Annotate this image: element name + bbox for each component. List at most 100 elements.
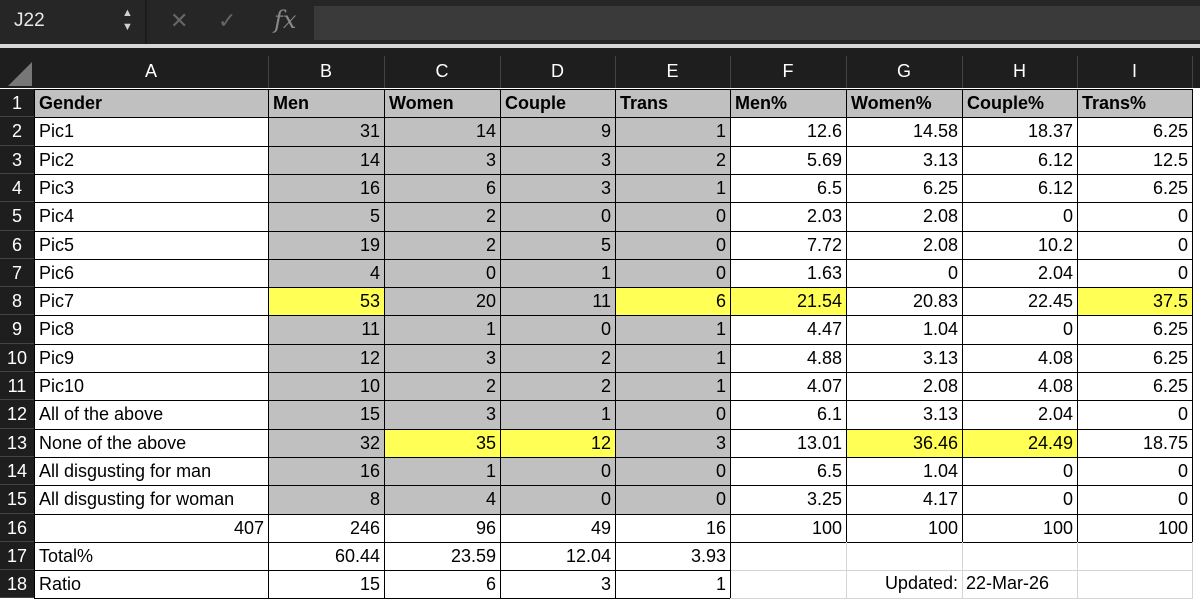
cell-A18[interactable]: Ratio [34,570,269,599]
cell-F17[interactable] [730,542,847,571]
confirm-check-icon[interactable]: ✓ [218,8,237,33]
cell-D1[interactable]: Couple [500,89,616,118]
cell-A5[interactable]: Pic4 [34,202,269,232]
cell-H14[interactable]: 0 [962,457,1078,486]
cell-B4[interactable]: 16 [268,174,385,203]
cell-G11[interactable]: 2.08 [846,372,963,401]
cell-D5[interactable]: 0 [500,202,616,232]
cell-I9[interactable]: 6.25 [1077,315,1193,345]
row-header-8[interactable]: 8 [0,287,34,315]
cell-G10[interactable]: 3.13 [846,344,963,373]
cell-F8[interactable]: 21.54 [730,287,847,316]
cell-I4[interactable]: 6.25 [1077,174,1193,203]
cell-B13[interactable]: 32 [268,429,385,458]
cell-G9[interactable]: 1.04 [846,315,963,345]
row-header-1[interactable]: 1 [0,89,34,117]
cell-G5[interactable]: 2.08 [846,202,963,232]
cell-I17[interactable] [1077,542,1193,571]
cell-G8[interactable]: 20.83 [846,287,963,316]
cell-E4[interactable]: 1 [615,174,731,203]
column-header-H[interactable]: H [962,56,1078,88]
cell-C11[interactable]: 2 [384,372,501,401]
cell-E11[interactable]: 1 [615,372,731,401]
cell-E15[interactable]: 0 [615,485,731,515]
cell-G18[interactable]: Updated: [846,570,963,599]
cell-F16[interactable]: 100 [730,514,847,543]
row-header-3[interactable]: 3 [0,146,34,174]
row-header-14[interactable]: 14 [0,457,34,485]
cell-A3[interactable]: Pic2 [34,146,269,175]
cell-A14[interactable]: All disgusting for man [34,457,269,486]
cell-C5[interactable]: 2 [384,202,501,232]
cell-D18[interactable]: 3 [500,570,616,599]
row-header-2[interactable]: 2 [0,117,34,146]
row-header-13[interactable]: 13 [0,429,34,457]
cell-C1[interactable]: Women [384,89,501,118]
cell-G13[interactable]: 36.46 [846,429,963,458]
cell-A2[interactable]: Pic1 [34,117,269,147]
row-header-9[interactable]: 9 [0,315,34,344]
cell-D16[interactable]: 49 [500,514,616,543]
cell-F3[interactable]: 5.69 [730,146,847,175]
cancel-x-icon[interactable]: ✕ [170,8,189,33]
cell-E9[interactable]: 1 [615,315,731,345]
cell-B6[interactable]: 19 [268,231,385,260]
row-header-18[interactable]: 18 [0,570,34,598]
cell-H8[interactable]: 22.45 [962,287,1078,316]
cell-C10[interactable]: 3 [384,344,501,373]
cell-G16[interactable]: 100 [846,514,963,543]
cell-F10[interactable]: 4.88 [730,344,847,373]
cell-H1[interactable]: Couple% [962,89,1078,118]
cell-B8[interactable]: 53 [268,287,385,316]
cell-G14[interactable]: 1.04 [846,457,963,486]
cell-I10[interactable]: 6.25 [1077,344,1193,373]
column-header-B[interactable]: B [268,56,385,88]
cell-B17[interactable]: 60.44 [268,542,385,571]
cell-H3[interactable]: 6.12 [962,146,1078,175]
cell-D6[interactable]: 5 [500,231,616,260]
cell-F12[interactable]: 6.1 [730,400,847,430]
cell-G12[interactable]: 3.13 [846,400,963,430]
cell-B15[interactable]: 8 [268,485,385,515]
cell-G15[interactable]: 4.17 [846,485,963,515]
cell-D17[interactable]: 12.04 [500,542,616,571]
cell-E8[interactable]: 6 [615,287,731,316]
cell-G17[interactable] [846,542,963,571]
cell-E14[interactable]: 0 [615,457,731,486]
column-header-G[interactable]: G [846,56,963,88]
cell-B5[interactable]: 5 [268,202,385,232]
cell-B16[interactable]: 246 [268,514,385,543]
cell-A17[interactable]: Total% [34,542,269,571]
cell-F5[interactable]: 2.03 [730,202,847,232]
cell-C6[interactable]: 2 [384,231,501,260]
column-header-A[interactable]: A [34,56,269,88]
cell-I11[interactable]: 6.25 [1077,372,1193,401]
row-header-11[interactable]: 11 [0,372,34,400]
cell-F2[interactable]: 12.6 [730,117,847,147]
cell-A15[interactable]: All disgusting for woman [34,485,269,515]
cell-B10[interactable]: 12 [268,344,385,373]
cell-I18[interactable] [1077,570,1193,599]
row-header-5[interactable]: 5 [0,202,34,231]
cell-E2[interactable]: 1 [615,117,731,147]
cell-A12[interactable]: All of the above [34,400,269,430]
cell-D10[interactable]: 2 [500,344,616,373]
cell-D13[interactable]: 12 [500,429,616,458]
cell-I6[interactable]: 0 [1077,231,1193,260]
cell-H6[interactable]: 10.2 [962,231,1078,260]
cell-F9[interactable]: 4.47 [730,315,847,345]
cell-I3[interactable]: 12.5 [1077,146,1193,175]
cell-I12[interactable]: 0 [1077,400,1193,430]
cell-H17[interactable] [962,542,1078,571]
cell-B3[interactable]: 14 [268,146,385,175]
column-header-F[interactable]: F [730,56,847,88]
cell-B14[interactable]: 16 [268,457,385,486]
select-all-corner[interactable] [8,62,32,86]
cell-B2[interactable]: 31 [268,117,385,147]
cell-C15[interactable]: 4 [384,485,501,515]
cell-A13[interactable]: None of the above [34,429,269,458]
cell-D15[interactable]: 0 [500,485,616,515]
cell-E13[interactable]: 3 [615,429,731,458]
cell-F4[interactable]: 6.5 [730,174,847,203]
cell-I7[interactable]: 0 [1077,259,1193,288]
